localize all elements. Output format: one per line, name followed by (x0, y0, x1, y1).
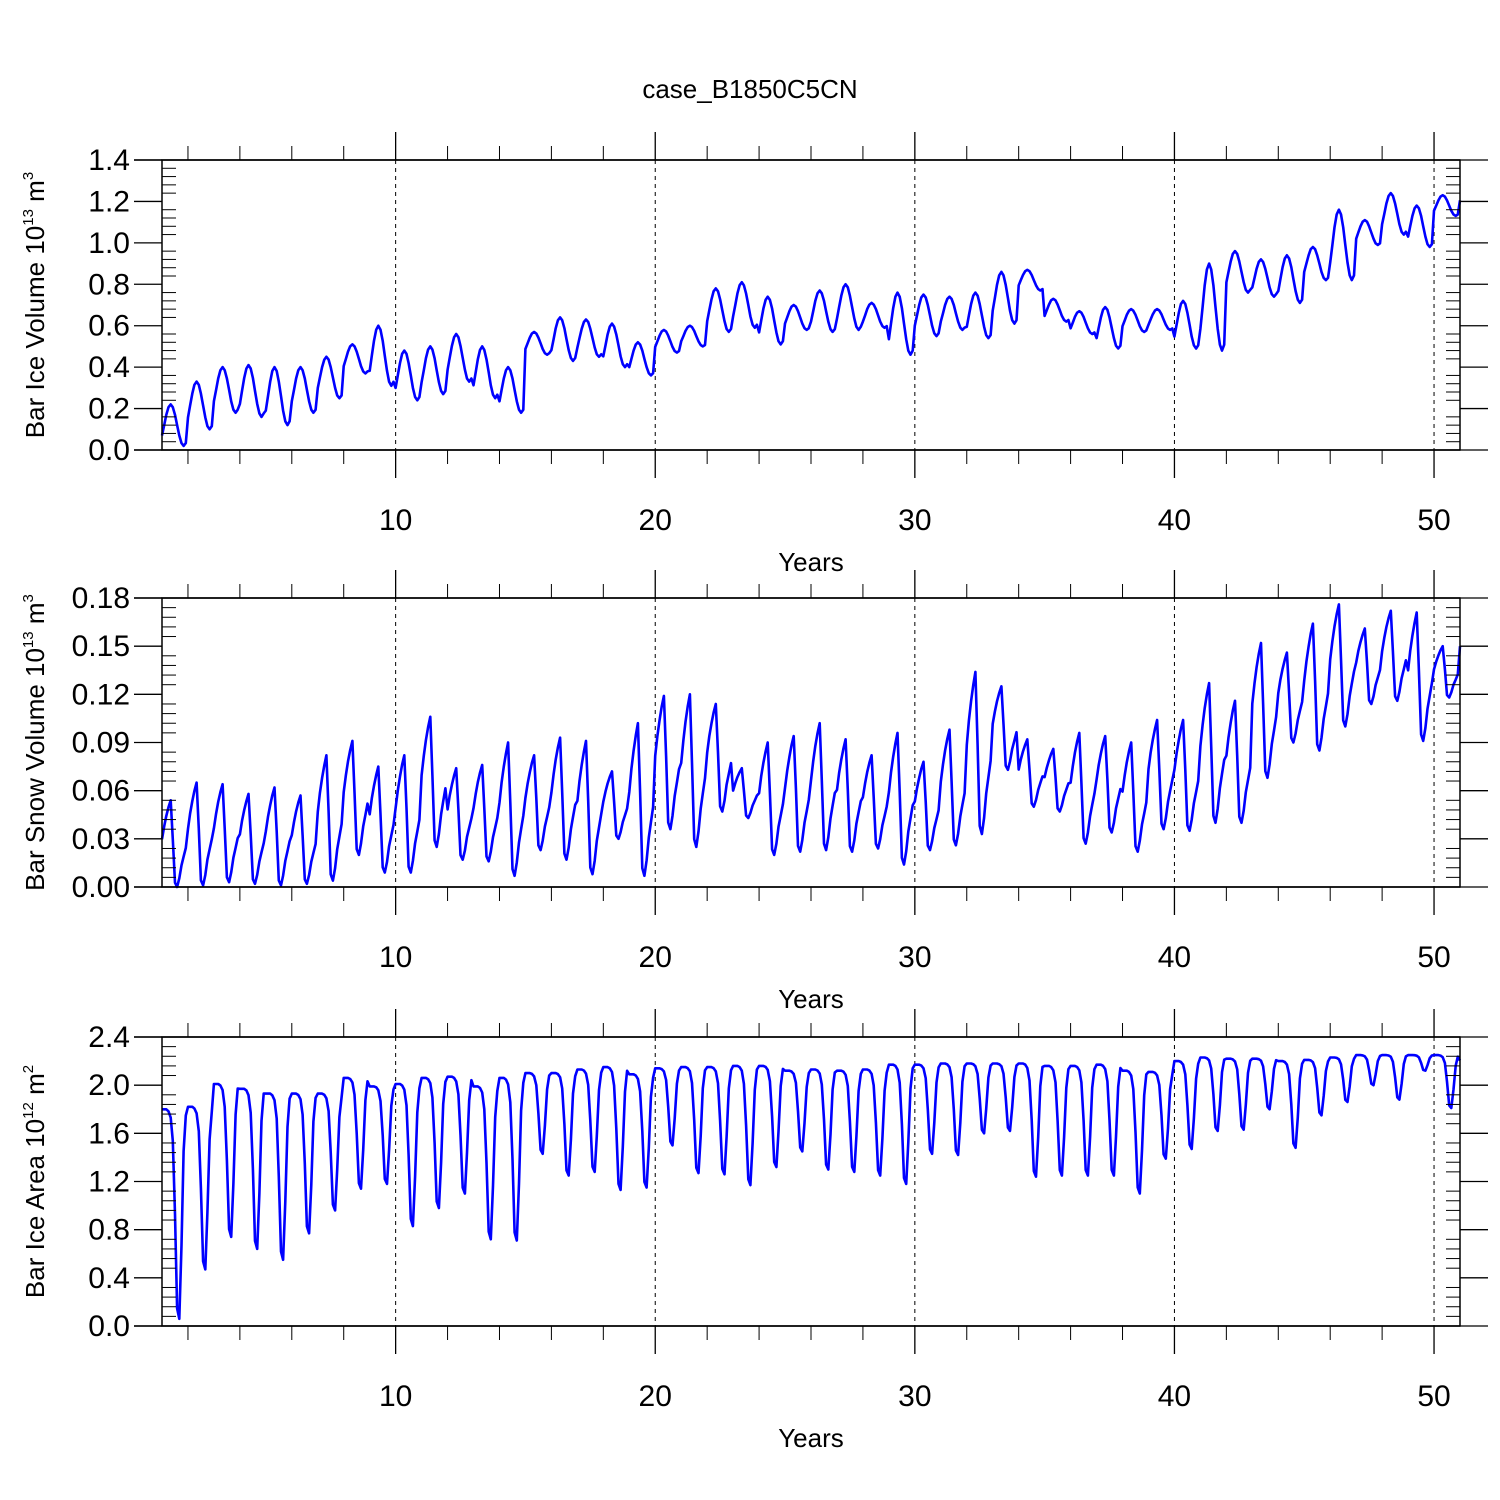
x-tick-label: 20 (639, 504, 672, 537)
panel-2: 0.00 0.03 0.06 0.09 0.12 0.15 0.18 10 20 30 40 50 Ye… (20, 570, 1488, 1014)
y-tick-label: 0.4 (88, 351, 130, 384)
y-axis-label: Bar Ice Area 1012 m2 (20, 1065, 50, 1298)
x-tick-label: 50 (1417, 1380, 1450, 1413)
y-tick-label: 0.6 (88, 310, 130, 343)
y-tick-label: 0.12 (72, 678, 130, 711)
x-tick-label: 30 (898, 504, 931, 537)
y-tick-label: 0.03 (72, 823, 130, 856)
x-tick-label: 10 (379, 504, 412, 537)
x-tick-label: 30 (898, 941, 931, 974)
x-tick-label: 20 (639, 941, 672, 974)
figure-title: case_B1850C5CN (642, 74, 857, 104)
y-tick-label: 1.4 (88, 144, 130, 177)
y-axis-label: Bar Ice Volume 1013 m3 (20, 172, 50, 438)
x-tick-label: 20 (639, 1380, 672, 1413)
y-tick-label: 0.0 (88, 434, 130, 467)
x-tick-label: 50 (1417, 941, 1450, 974)
y-tick-label: 1.2 (88, 185, 130, 218)
series-line-snow_volume (160, 603, 1462, 889)
y-tick-label: 0.15 (72, 630, 130, 663)
panel-3: 0.0 0.4 0.8 1.2 1.6 2.0 2.4 10 20 30 40 50 Years Bar … (20, 1009, 1488, 1453)
series-line-ice_volume (160, 191, 1462, 448)
x-axis-label: Years (778, 1423, 844, 1453)
x-tick-label: 50 (1417, 504, 1450, 537)
y-tick-label: 1.0 (88, 227, 130, 260)
y-tick-label: 0.8 (88, 268, 130, 301)
x-tick-label: 10 (379, 1380, 412, 1413)
x-tick-label: 40 (1158, 941, 1191, 974)
x-tick-label: 40 (1158, 504, 1191, 537)
y-axis-label: Bar Snow Volume 1013 m3 (20, 594, 50, 891)
y-tick-label: 1.6 (88, 1117, 130, 1150)
y-tick-label: 2.0 (88, 1069, 130, 1102)
x-tick-label: 10 (379, 941, 412, 974)
y-tick-label: 1.2 (88, 1166, 130, 1199)
x-tick-label: 40 (1158, 1380, 1191, 1413)
y-tick-label: 0.06 (72, 775, 130, 808)
x-axis-label: Years (778, 984, 844, 1014)
y-tick-label: 0.8 (88, 1214, 130, 1247)
panel-1: 0.0 0.2 0.4 0.6 0.8 1.0 1.2 1.4 10 20 30 40 50 Years B… (20, 132, 1488, 577)
y-tick-label: 2.4 (88, 1021, 130, 1054)
y-tick-label: 0.0 (88, 1310, 130, 1343)
y-tick-label: 0.4 (88, 1262, 130, 1295)
y-tick-label: 0.00 (72, 871, 130, 904)
x-tick-label: 30 (898, 1380, 931, 1413)
y-tick-label: 0.18 (72, 582, 130, 615)
y-tick-label: 0.2 (88, 393, 130, 426)
x-axis-label: Years (778, 547, 844, 577)
series-line-ice_area (162, 1053, 1462, 1321)
y-tick-label: 0.09 (72, 727, 130, 760)
plot-frame (161, 159, 1461, 451)
